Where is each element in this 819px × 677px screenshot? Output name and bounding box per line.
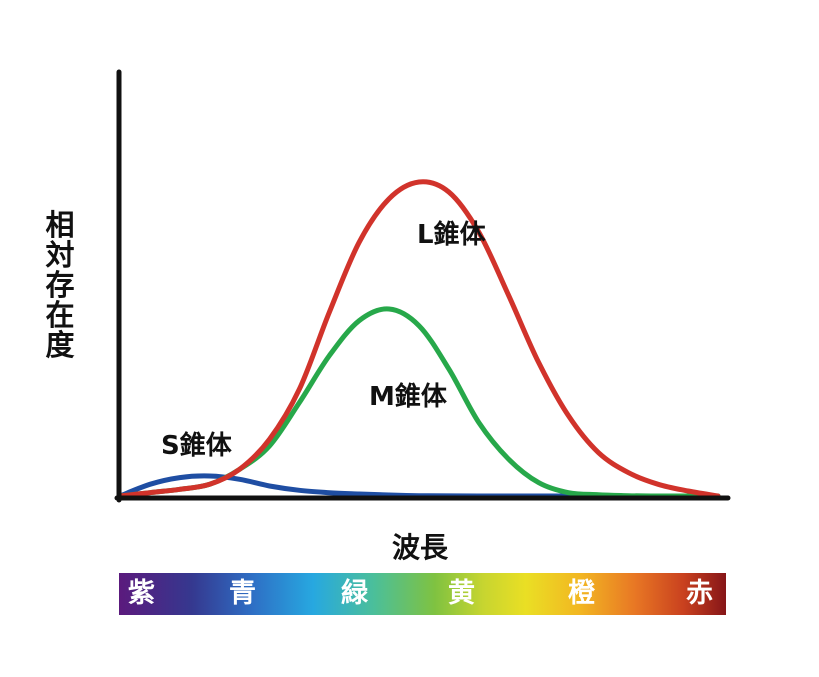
spectrum-label-yellow: 黄 <box>448 578 475 609</box>
y-axis-label-char: 度 <box>45 328 75 362</box>
y-axis-label-char: 在 <box>45 298 75 332</box>
l-cone-label: L錐体 <box>417 220 486 250</box>
spectrum-label-red: 赤 <box>686 578 713 609</box>
spectrum-label-blue: 青 <box>229 578 256 609</box>
spectrum-label-violet: 紫 <box>128 578 155 609</box>
spectrum-label-green: 緑 <box>341 578 368 609</box>
color-spectrum-bar: 紫 青 緑 黄 橙 赤 <box>119 573 726 615</box>
y-axis-label-char: 対 <box>45 238 75 272</box>
s-cone-label: S錐体 <box>161 431 232 461</box>
y-axis-label: 相 対 存 在 度 <box>40 210 80 360</box>
l-cone-curve <box>117 179 721 499</box>
spectrum-label-orange: 橙 <box>568 578 595 609</box>
y-axis-label-char: 存 <box>45 268 75 302</box>
y-axis-label-char: 相 <box>45 208 75 242</box>
m-cone-label: M錐体 <box>369 382 447 412</box>
x-axis-label: 波長 <box>391 531 448 564</box>
